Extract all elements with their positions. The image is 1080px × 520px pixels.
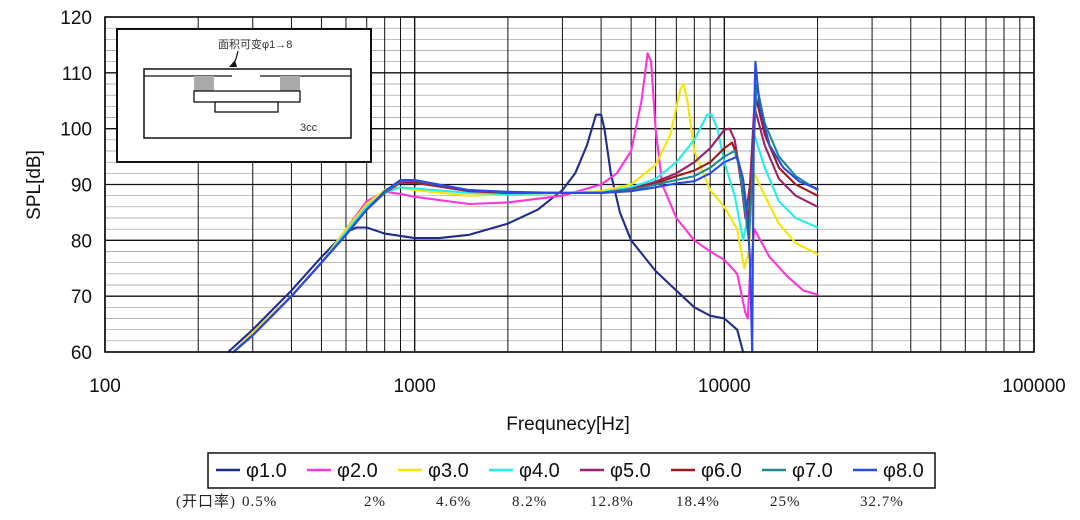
y-tick-labels: 60 70 80 90 100 110 120 bbox=[60, 8, 92, 364]
x-axis-label: Frequnecy[Hz] bbox=[506, 414, 630, 435]
legend-label: φ2.0 bbox=[337, 460, 378, 482]
series-lines bbox=[227, 52, 819, 354]
series-line-9 bbox=[751, 60, 819, 354]
legend-label: φ3.0 bbox=[428, 460, 469, 482]
y-tick-label: 120 bbox=[60, 8, 92, 29]
y-tick-label: 60 bbox=[71, 343, 92, 364]
y-tick-label: 70 bbox=[71, 287, 92, 308]
inset-gasket-left bbox=[194, 76, 214, 91]
legend-label: φ8.0 bbox=[883, 460, 924, 482]
x-tick-labels: 100 1000 10000 100000 bbox=[89, 376, 1066, 397]
plot-frame bbox=[104, 16, 1035, 353]
x-tick-label: 10000 bbox=[698, 376, 751, 397]
opening-ratio-value: 0.5% bbox=[242, 494, 277, 510]
y-axis-label: SPL[dB] bbox=[24, 150, 45, 220]
legend-label: φ1.0 bbox=[246, 460, 287, 482]
legend-label: φ5.0 bbox=[610, 460, 651, 482]
opening-ratio-value: 12.8% bbox=[590, 494, 634, 510]
legend-label: φ4.0 bbox=[519, 460, 560, 482]
inset-diagram: 面积可变φ1→8 3cc bbox=[116, 28, 372, 163]
opening-ratio-value: 32.7% bbox=[860, 494, 904, 510]
y-tick-label: 110 bbox=[62, 64, 92, 85]
inset-arrow-head bbox=[229, 60, 237, 67]
inset-enclosure bbox=[143, 68, 352, 139]
legend-label: φ6.0 bbox=[701, 460, 742, 482]
y-tick-label: 90 bbox=[71, 176, 92, 197]
y-tick-label: 80 bbox=[71, 231, 92, 252]
opening-ratio-value: 2% bbox=[364, 494, 386, 510]
opening-ratio-label: (开口率) bbox=[176, 493, 236, 510]
inset-gasket-right bbox=[280, 76, 300, 91]
x-tick-label: 100 bbox=[89, 376, 121, 397]
inset-driver-frame bbox=[193, 90, 301, 103]
series-line-8 bbox=[232, 155, 754, 354]
inset-driver-magnet bbox=[214, 101, 279, 113]
legend: φ1.0 φ2.0 φ3.0 φ4.0 φ5.0 φ6.0 φ7.0 φ8.0 bbox=[207, 452, 936, 489]
opening-ratio-row: (开口率) 0.5% 2% 4.6% 8.2% 12.8% 18.4% 25% 32.7% bbox=[176, 493, 904, 510]
inset-volume-label: 3cc bbox=[300, 122, 318, 134]
x-tick-label: 100000 bbox=[1002, 376, 1065, 397]
y-tick-label: 100 bbox=[60, 120, 92, 141]
opening-ratio-value: 4.6% bbox=[436, 494, 471, 510]
series-line-1 bbox=[227, 113, 745, 354]
opening-ratio-value: 8.2% bbox=[512, 494, 547, 510]
opening-ratio-value: 18.4% bbox=[676, 494, 720, 510]
inset-caption: 面积可变φ1→8 bbox=[218, 37, 292, 51]
legend-label: φ7.0 bbox=[792, 460, 833, 482]
opening-ratio-value: 25% bbox=[770, 494, 801, 510]
x-tick-label: 1000 bbox=[394, 376, 436, 397]
